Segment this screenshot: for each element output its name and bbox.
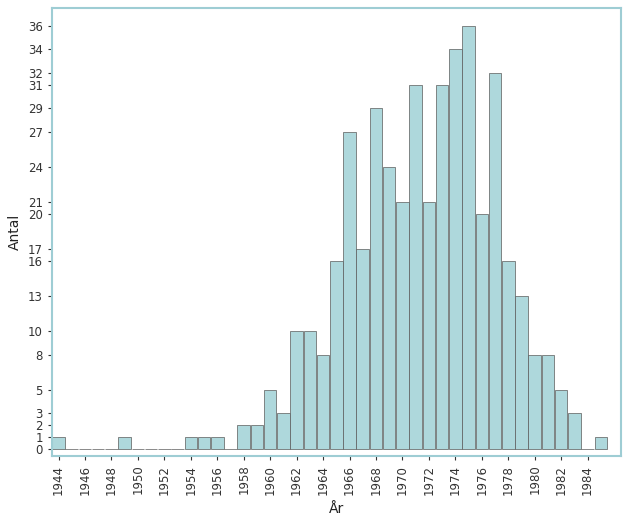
Bar — [594, 437, 607, 449]
Bar — [409, 85, 422, 449]
Bar — [489, 73, 501, 449]
Bar — [198, 437, 210, 449]
Bar — [449, 49, 462, 449]
Bar — [52, 437, 65, 449]
Bar — [211, 437, 223, 449]
Bar — [330, 261, 343, 449]
Y-axis label: Antal: Antal — [8, 214, 23, 250]
Bar — [555, 390, 567, 449]
Bar — [343, 132, 356, 449]
Bar — [118, 437, 131, 449]
Bar — [383, 167, 396, 449]
Bar — [357, 249, 369, 449]
X-axis label: År: År — [329, 501, 344, 516]
Bar — [476, 214, 488, 449]
Bar — [462, 26, 475, 449]
Bar — [291, 331, 303, 449]
Bar — [568, 413, 581, 449]
Bar — [277, 413, 290, 449]
Bar — [317, 355, 330, 449]
Bar — [237, 425, 250, 449]
Bar — [423, 202, 435, 449]
Bar — [396, 202, 409, 449]
Bar — [502, 261, 515, 449]
Bar — [436, 85, 448, 449]
Bar — [250, 425, 263, 449]
Bar — [184, 437, 197, 449]
Bar — [304, 331, 316, 449]
Bar — [515, 296, 528, 449]
Bar — [370, 108, 382, 449]
Bar — [528, 355, 541, 449]
Bar — [264, 390, 276, 449]
Bar — [542, 355, 554, 449]
